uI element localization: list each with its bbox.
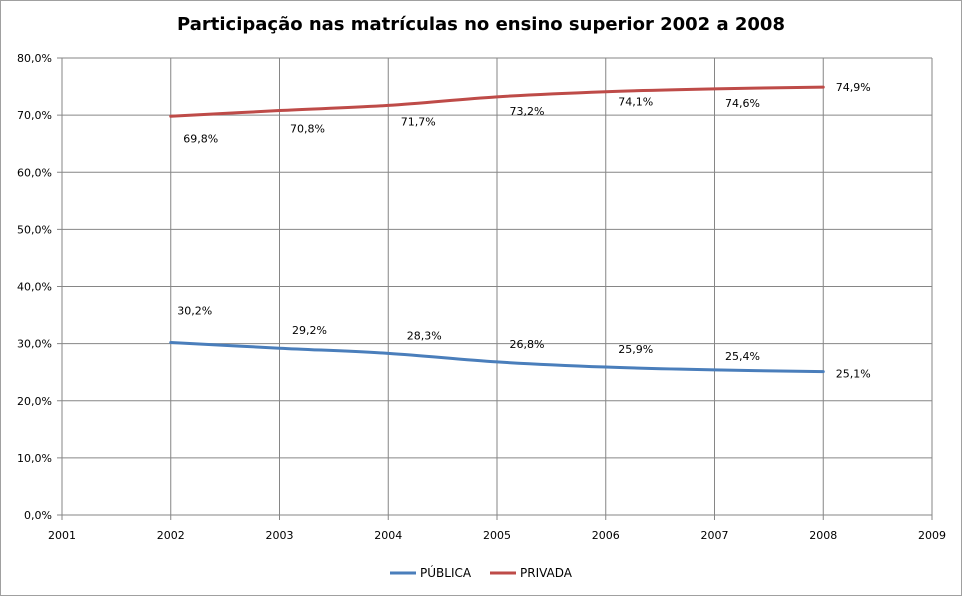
data-label: 29,2% [292, 324, 327, 337]
data-label: 74,1% [618, 96, 653, 109]
x-tick-label: 2003 [266, 529, 294, 542]
x-tick-label: 2006 [592, 529, 620, 542]
series-line-publica [169, 340, 825, 374]
x-tick-label: 2004 [374, 529, 402, 542]
y-tick-label: 50,0% [17, 223, 52, 236]
y-tick-label: 30,0% [17, 338, 52, 351]
legend-label-privada: PRIVADA [520, 566, 573, 580]
axes [57, 57, 933, 520]
data-label: 70,8% [290, 123, 325, 136]
data-label: 30,2% [177, 304, 212, 317]
y-tick-label: 70,0% [17, 109, 52, 122]
y-tick-label: 20,0% [17, 395, 52, 408]
y-tick-label: 40,0% [17, 281, 52, 294]
y-tick-label: 0,0% [24, 509, 52, 522]
data-label: 73,2% [510, 105, 545, 118]
series-lines [169, 85, 825, 374]
data-label: 25,4% [725, 350, 760, 363]
data-label: 74,6% [725, 97, 760, 110]
data-label: 71,7% [401, 115, 436, 128]
y-tick-label: 10,0% [17, 452, 52, 465]
x-tick-label: 2007 [701, 529, 729, 542]
x-tick-label: 2008 [809, 529, 837, 542]
x-tick-label: 2002 [157, 529, 185, 542]
data-label: 25,9% [618, 343, 653, 356]
data-label: 28,3% [407, 329, 442, 342]
x-tick-label: 2009 [918, 529, 946, 542]
data-label: 25,1% [836, 368, 871, 381]
x-tick-label: 2005 [483, 529, 511, 542]
data-label: 26,8% [510, 338, 545, 351]
data-labels: 30,2% 29,2% 28,3% 26,8% 25,9% 25,4% 25,1% 69,8%… [177, 81, 870, 380]
data-label: 74,9% [836, 81, 871, 94]
y-tick-label: 60,0% [17, 166, 52, 179]
series-line-privada [169, 85, 825, 118]
data-label: 69,8% [183, 132, 218, 145]
legend: PÚBLICA PRIVADA [390, 565, 573, 580]
legend-label-publica: PÚBLICA [420, 565, 472, 580]
tick-labels: 0,0% 10,0% 20,0% 30,0% 40,0% 50,0% 60,0% 70,0% 8… [17, 52, 946, 542]
x-tick-label: 2001 [48, 529, 76, 542]
y-tick-label: 80,0% [17, 52, 52, 65]
chart-title: Participação nas matrículas no ensino su… [177, 14, 785, 35]
grid-lines [61, 57, 933, 516]
